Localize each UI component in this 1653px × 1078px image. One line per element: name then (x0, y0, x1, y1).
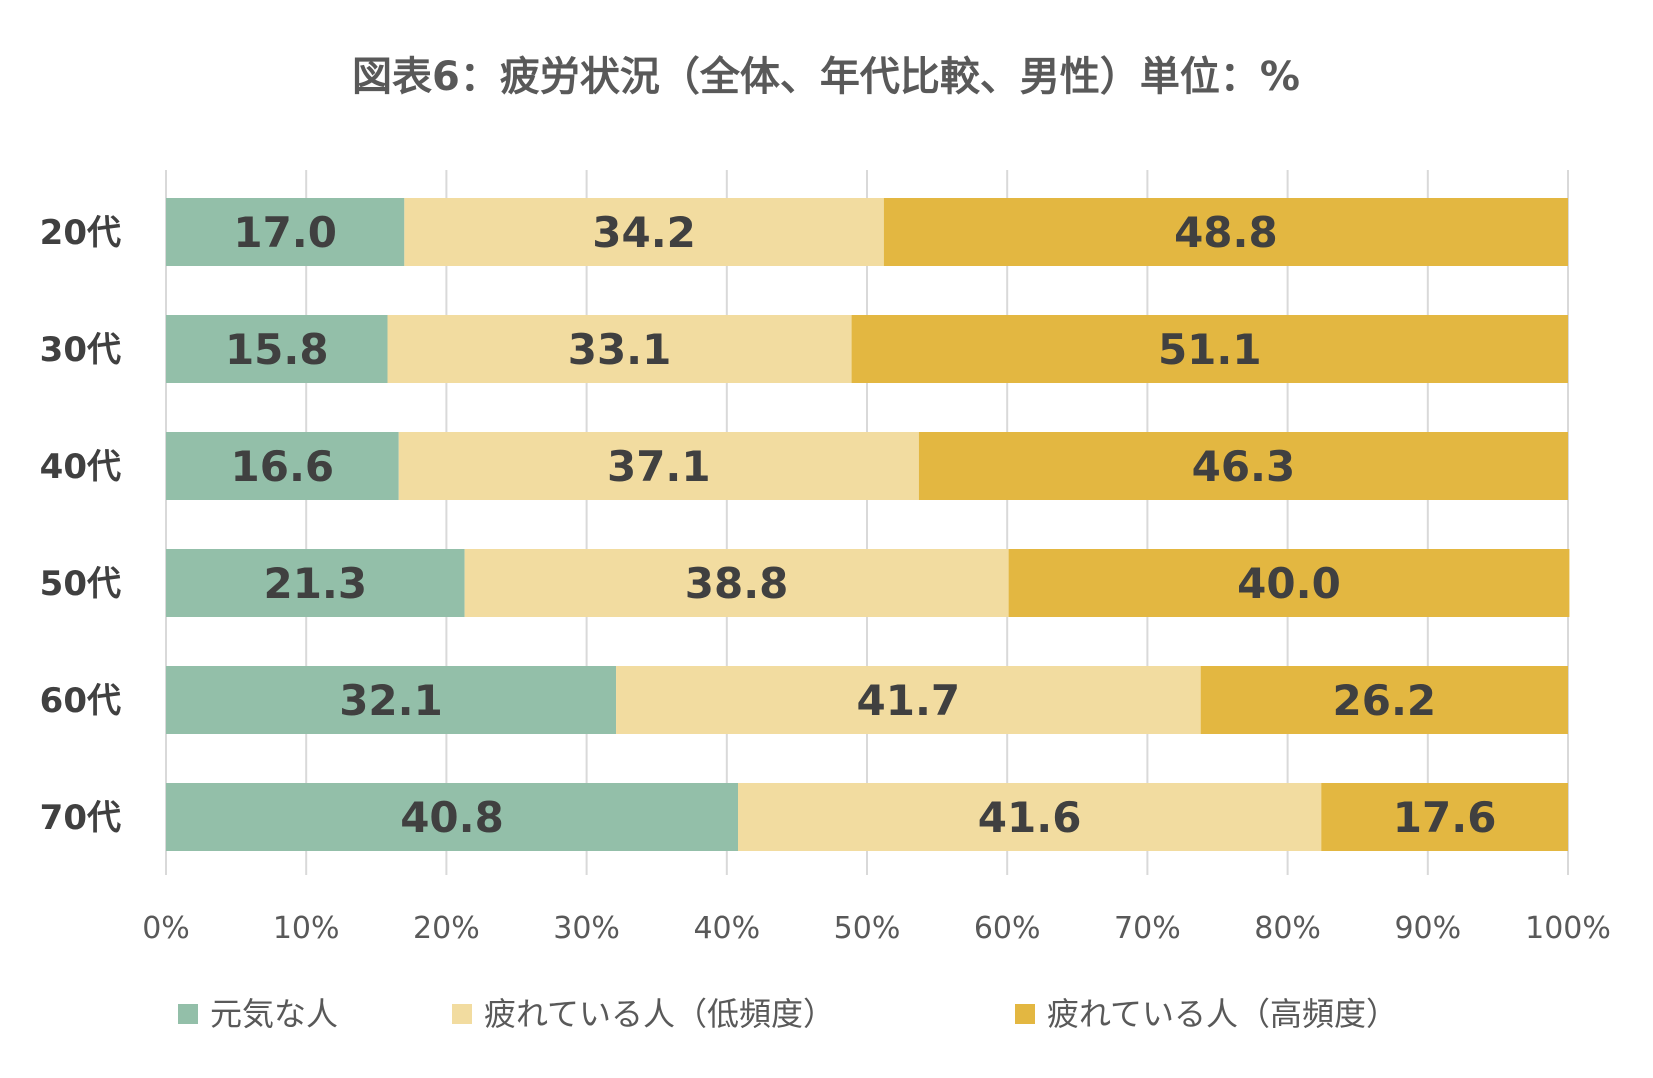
x-tick-label: 0% (142, 911, 190, 946)
data-label: 26.2 (1333, 676, 1437, 725)
data-label: 48.8 (1174, 208, 1278, 257)
bar-segment (166, 783, 739, 851)
data-label: 46.3 (1192, 442, 1296, 491)
bar-segment (166, 666, 617, 734)
bar-segment (404, 198, 884, 266)
gridlines (165, 170, 1569, 875)
legend-swatch (1015, 1004, 1035, 1024)
chart-title: 図表6：疲労状況（全体、年代比較、男性）単位：% (352, 54, 1300, 100)
legend-label: 元気な人 (210, 995, 338, 1033)
data-label: 32.1 (339, 676, 443, 725)
data-label: 40.8 (400, 793, 504, 842)
category-label: 50代 (40, 564, 121, 604)
x-tick-label: 70% (1114, 911, 1181, 946)
bar-segment (851, 315, 1568, 383)
bar-segment (166, 198, 405, 266)
bar-segment (918, 432, 1568, 500)
data-label: 34.2 (592, 208, 696, 257)
x-tick-label: 40% (693, 911, 760, 946)
legend-swatch (452, 1004, 472, 1024)
category-label: 40代 (40, 447, 121, 487)
category-label: 20代 (40, 213, 121, 253)
x-tick-label: 30% (553, 911, 620, 946)
legend-label: 疲れている人（高頻度） (1047, 995, 1398, 1033)
bar-segment (883, 198, 1568, 266)
x-tick-label: 10% (273, 911, 340, 946)
data-labels: 17.0 34.2 48.8 15.8 33.1 51.1 16.6 37.1 46.3 21.3… (225, 208, 1497, 842)
data-label: 37.1 (607, 442, 711, 491)
category-label: 30代 (40, 330, 121, 370)
bar-segment (1008, 549, 1570, 617)
x-tick-label: 80% (1254, 911, 1321, 946)
data-label: 41.6 (978, 793, 1082, 842)
x-tick-label: 50% (834, 911, 901, 946)
data-label: 17.0 (233, 208, 337, 257)
category-axis: 20代 30代 40代 50代 60代 70代 (40, 213, 121, 838)
data-label: 21.3 (263, 559, 367, 608)
bars (166, 198, 1570, 851)
data-label: 41.7 (857, 676, 961, 725)
legend: 元気な人 疲れている人（低頻度） 疲れている人（高頻度） (178, 995, 1398, 1033)
category-label: 70代 (40, 798, 121, 838)
data-label: 15.8 (225, 325, 329, 374)
x-tick-label: 90% (1394, 911, 1461, 946)
value-axis: 0% 10% 20% 30% 40% 50% 60% 70% 80% 90% 100% (142, 911, 1611, 946)
bar-segment (1321, 783, 1568, 851)
data-label: 38.8 (685, 559, 789, 608)
bar-segment (738, 783, 1322, 851)
bar-segment (166, 549, 465, 617)
bar-segment (166, 315, 388, 383)
legend-label: 疲れている人（低頻度） (484, 995, 835, 1033)
data-label: 16.6 (231, 442, 335, 491)
bar-segment (1200, 666, 1568, 734)
data-label: 51.1 (1158, 325, 1262, 374)
x-tick-label: 20% (413, 911, 480, 946)
data-label: 33.1 (568, 325, 672, 374)
bar-segment (166, 432, 399, 500)
x-tick-label: 60% (974, 911, 1041, 946)
data-label: 40.0 (1237, 559, 1341, 608)
data-label: 17.6 (1393, 793, 1497, 842)
bar-segment (464, 549, 1009, 617)
category-label: 60代 (40, 681, 121, 721)
bar-segment (616, 666, 1201, 734)
x-tick-label: 100% (1525, 911, 1611, 946)
bar-segment (398, 432, 919, 500)
bar-segment (387, 315, 852, 383)
legend-swatch (178, 1004, 198, 1024)
